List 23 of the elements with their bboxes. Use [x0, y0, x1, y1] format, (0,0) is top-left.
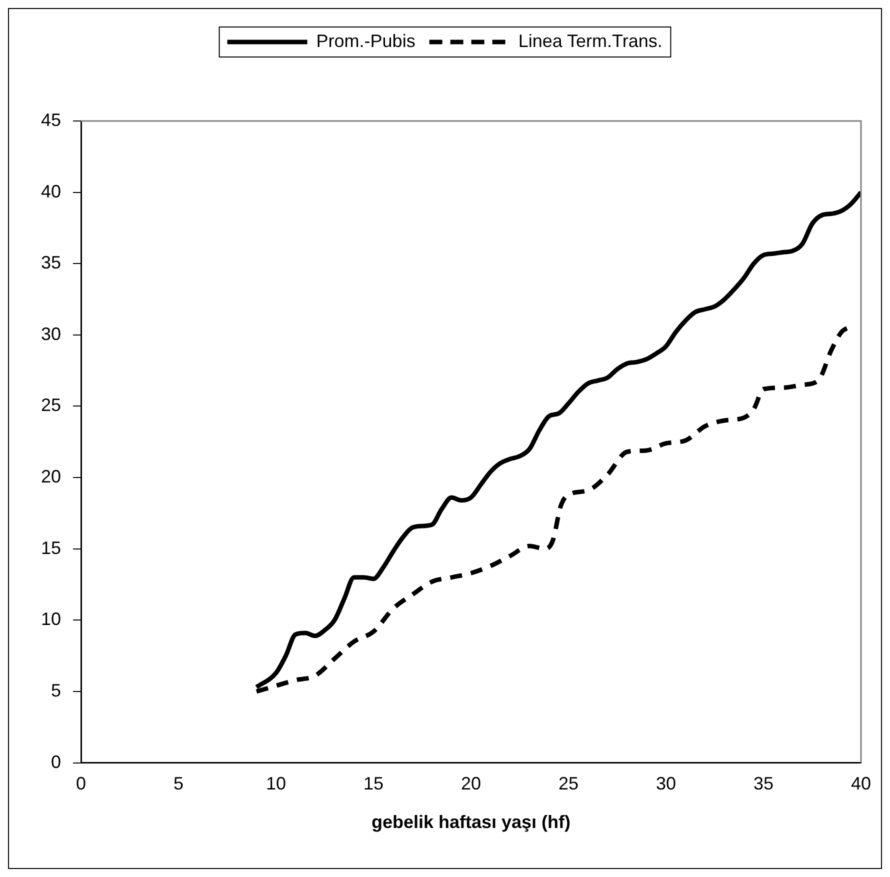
x-tick-label: 10: [266, 774, 286, 794]
line-series: [254, 190, 861, 690]
x-tick-label: 5: [174, 774, 184, 794]
y-tick-label: 35: [40, 252, 62, 273]
y-tick-label: 45: [40, 110, 62, 130]
x-tick-label: 30: [656, 774, 676, 794]
legend-label: Linea Term.Trans.: [518, 30, 662, 51]
y-tick-label: 30: [40, 324, 62, 344]
x-tick-label: 35: [753, 774, 774, 794]
y-tick-label: 0: [51, 752, 62, 772]
x-tick-label: 15: [364, 774, 384, 794]
x-tick-label: 25: [558, 774, 579, 794]
x-tick-label: 0: [76, 774, 86, 794]
y-tick-label: 20: [40, 466, 62, 487]
y-tick-label: 40: [40, 181, 62, 202]
y-tick-label: 25: [40, 395, 62, 416]
y-tick-label: 15: [40, 538, 62, 558]
y-tick-label: 5: [51, 680, 62, 700]
x-axis-title: gebelik haftası yaşı (hf): [371, 812, 571, 832]
legend-label: Prom.-Pubis: [316, 30, 416, 51]
x-tick-label: 20: [460, 774, 482, 794]
x-tick-label: 40: [850, 774, 872, 794]
y-tick-label: 10: [40, 609, 62, 630]
